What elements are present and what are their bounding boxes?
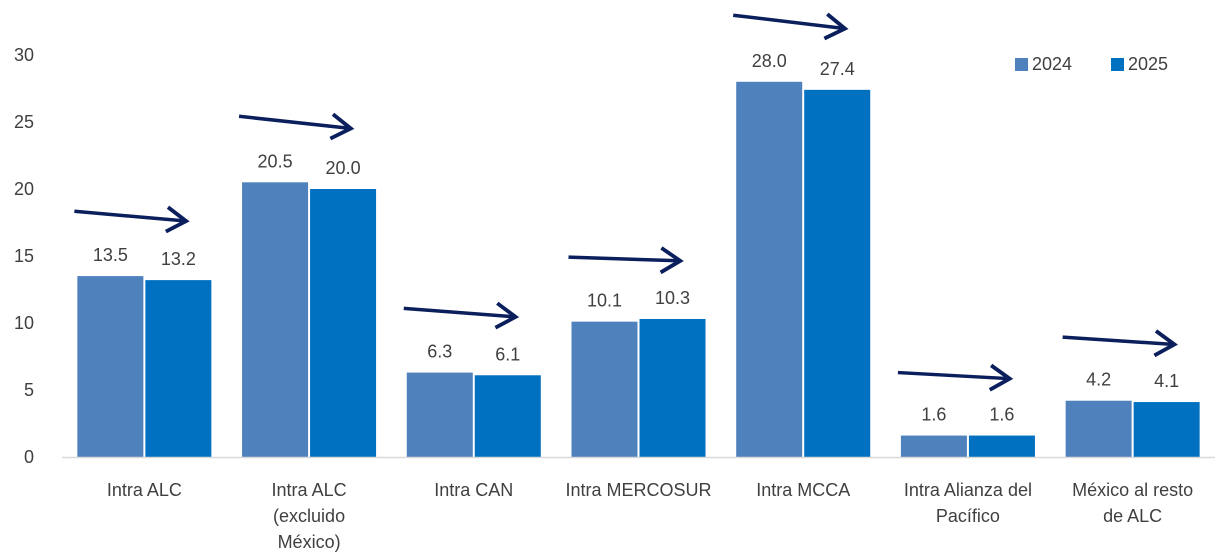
bar-2025 [474, 375, 541, 457]
bar-2025 [145, 280, 212, 457]
bar-2024 [242, 182, 309, 458]
bar-2025 [804, 89, 871, 457]
data-label: 10.3 [655, 288, 690, 308]
legend-swatch-2024 [1015, 58, 1028, 71]
trend-arrow [733, 12, 849, 41]
legend-swatch-2025 [1111, 58, 1124, 71]
trend-arrow [897, 363, 1014, 392]
category-label: Intra MCCA [756, 480, 850, 500]
data-label: 6.3 [427, 342, 452, 362]
bar-2025 [968, 435, 1035, 457]
category-label-line: México) [278, 532, 341, 552]
data-label: 10.1 [587, 291, 622, 311]
y-tick-label: 25 [14, 112, 34, 132]
trend-arrow [568, 246, 684, 275]
y-tick-label: 10 [14, 313, 34, 333]
data-label: 28.0 [752, 51, 787, 71]
category-label-line: Intra ALC [107, 480, 182, 500]
bar-2024 [736, 81, 803, 458]
bar-2025 [639, 318, 706, 457]
category-label-line: Intra ALC [272, 480, 347, 500]
category-label-line: Intra CAN [434, 480, 513, 500]
data-labels: 13.5 13.2 20.5 20.0 6.3 6.1 10.1 10.3 28.0 27.4 1.… [93, 51, 1179, 425]
x-axis: Intra ALC Intra ALC (excluido México)Intra … [62, 456, 1215, 552]
legend: 2024 2025 [1015, 54, 1168, 74]
category-label: Intra Alianza del Pacífico [904, 480, 1032, 526]
data-label: 4.1 [1154, 371, 1179, 391]
trend-arrow [403, 301, 520, 330]
y-tick-label: 20 [14, 179, 34, 199]
data-label: 20.0 [326, 158, 361, 178]
category-label-line: Intra MCCA [756, 480, 850, 500]
bar-2024 [406, 372, 473, 457]
category-label: Intra CAN [434, 480, 513, 500]
trend-arrow [74, 205, 190, 234]
category-label-line: (excluido [273, 506, 345, 526]
y-tick-label: 15 [14, 246, 34, 266]
bar-2025 [1133, 402, 1200, 457]
trend-arrow [1062, 329, 1178, 358]
y-tick-label: 30 [14, 45, 34, 65]
data-label: 1.6 [989, 405, 1014, 425]
data-label: 4.2 [1086, 370, 1111, 390]
data-label: 13.5 [93, 245, 128, 265]
category-label: Intra ALC [107, 480, 182, 500]
category-label-line: de ALC [1103, 506, 1162, 526]
category-label: México al resto de ALC [1072, 480, 1193, 526]
y-axis: 0 5 10 15 20 25 30 [14, 45, 34, 467]
category-label-line: Pacífico [936, 506, 1000, 526]
category-label-line: Intra MERCOSUR [565, 480, 711, 500]
trend-arrow [238, 112, 355, 141]
y-tick-label: 5 [24, 380, 34, 400]
bar-2024 [1065, 400, 1132, 457]
trend-arrows [74, 12, 1178, 392]
bar-2024 [77, 276, 144, 457]
category-label: Intra MERCOSUR [565, 480, 711, 500]
legend-label-2025: 2025 [1128, 54, 1168, 74]
bar-2024 [571, 321, 638, 457]
bar-2025 [310, 189, 377, 457]
data-label: 27.4 [820, 59, 855, 79]
bar-2024 [900, 435, 967, 457]
data-label: 1.6 [921, 405, 946, 425]
data-label: 13.2 [161, 249, 196, 269]
bars [77, 81, 1200, 458]
category-label-line: Intra Alianza del [904, 480, 1032, 500]
y-tick-label: 0 [24, 447, 34, 467]
data-label: 20.5 [258, 151, 293, 171]
category-label-line: México al resto [1072, 480, 1193, 500]
data-label: 6.1 [495, 344, 520, 364]
category-label: Intra ALC (excluido México) [272, 480, 347, 552]
legend-label-2024: 2024 [1032, 54, 1072, 74]
